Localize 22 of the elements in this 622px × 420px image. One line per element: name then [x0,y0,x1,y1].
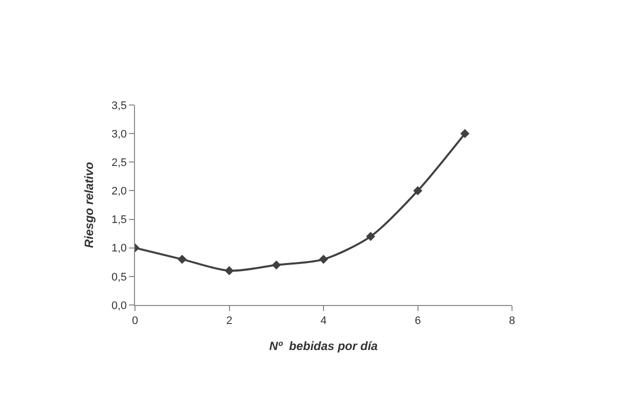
x-tick-label: 2 [226,315,232,328]
y-tick-label: 0,5 [112,271,127,284]
point [272,260,281,270]
x-tick-label: 6 [414,315,421,328]
point [318,254,328,264]
point [224,266,234,276]
y-tick-label: 3,5 [112,100,127,112]
point [460,129,470,138]
y-tick-label: 1,5 [112,214,127,226]
y-tick-label: 1,0 [112,242,127,255]
x-tick-label: 8 [508,315,516,328]
y-tick-label: 3,0 [112,128,127,140]
x-tick-label: 0 [132,315,138,328]
x-tick-label: 4 [320,315,327,328]
x-axis-title: Nº bebidas por día [269,339,378,354]
point [178,254,187,264]
point [366,232,376,241]
point [413,186,422,196]
y-tick-label: 0,0 [112,300,127,312]
y-axis-title: Riesgo relativo [82,162,96,248]
y-tick-label: 2,0 [112,186,127,198]
y-tick-label: 2,5 [112,156,127,169]
